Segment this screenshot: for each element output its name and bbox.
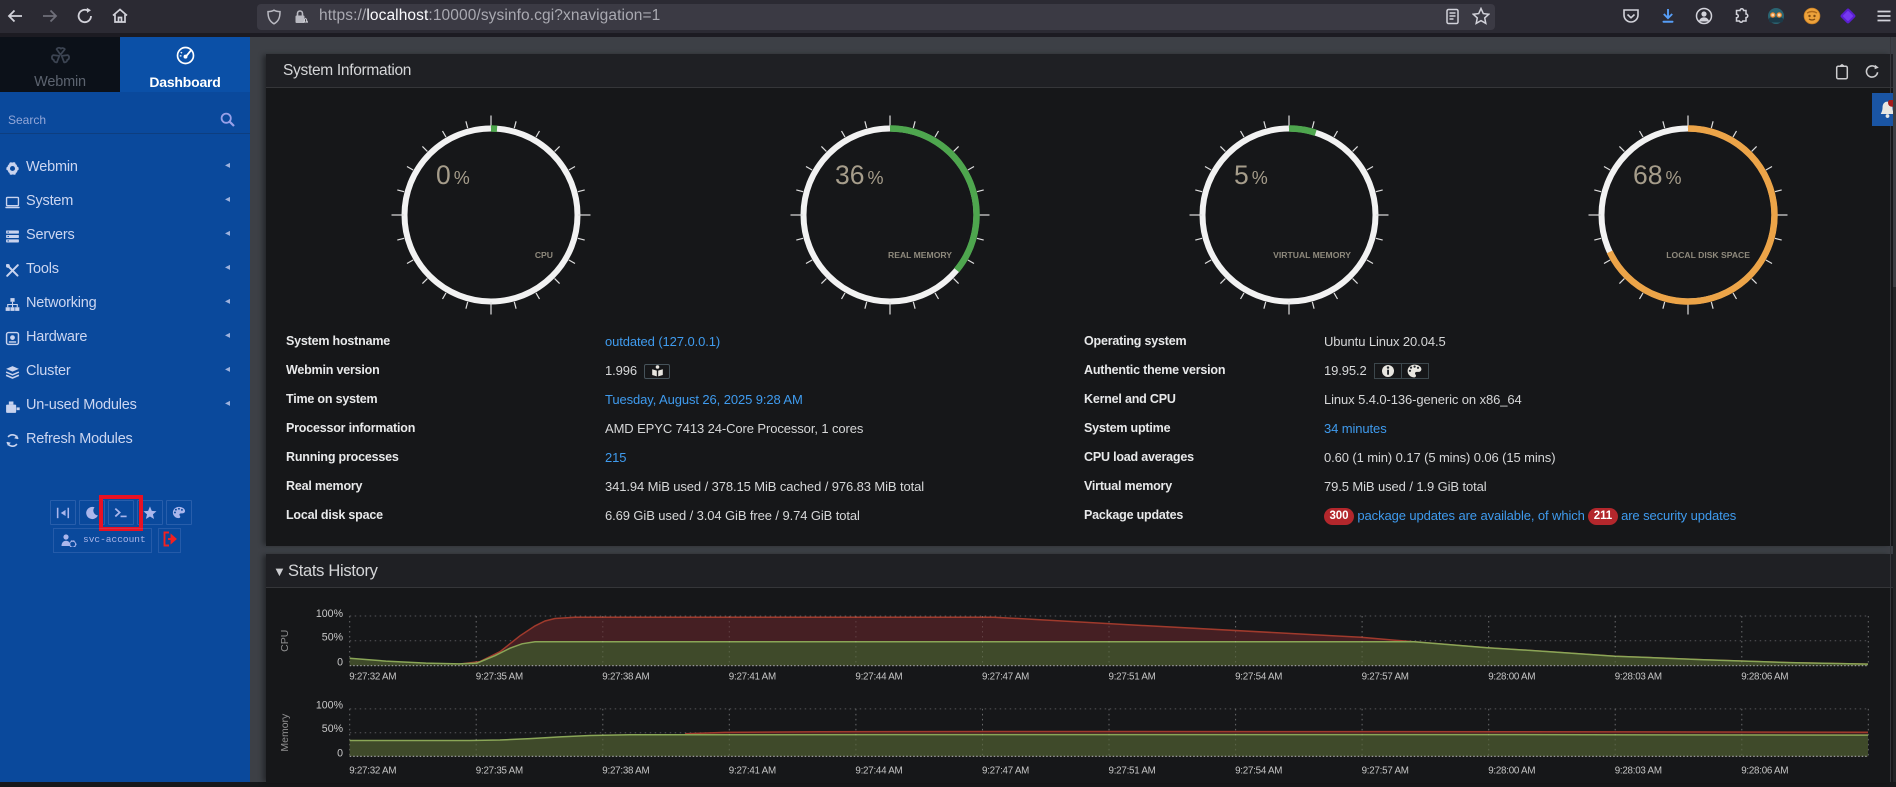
svg-text:9:28:00 AM: 9:28:00 AM [1488,672,1535,683]
svg-text:9:27:41 AM: 9:27:41 AM [729,766,776,777]
svg-text:50%: 50% [322,723,344,735]
svg-text:9:28:03 AM: 9:28:03 AM [1615,766,1662,777]
svg-text:9:27:54 AM: 9:27:54 AM [1235,766,1282,777]
svg-text:9:27:44 AM: 9:27:44 AM [855,766,902,777]
svg-text:100%: 100% [316,608,344,620]
svg-text:9:28:03 AM: 9:28:03 AM [1615,672,1662,683]
svg-text:CPU: CPU [535,250,553,260]
svg-text:CPU: CPU [279,630,291,652]
svg-text:Memory: Memory [279,713,291,752]
svg-text:9:27:32 AM: 9:27:32 AM [349,672,396,683]
svg-text:0: 0 [337,748,343,760]
svg-text:9:28:00 AM: 9:28:00 AM [1488,766,1535,777]
svg-text:100%: 100% [316,700,344,712]
svg-text:9:27:38 AM: 9:27:38 AM [602,766,649,777]
svg-text:9:27:47 AM: 9:27:47 AM [982,672,1029,683]
svg-text:9:27:57 AM: 9:27:57 AM [1362,766,1409,777]
svg-text:0: 0 [337,657,343,669]
svg-text:9:27:44 AM: 9:27:44 AM [855,672,902,683]
svg-text:9:27:51 AM: 9:27:51 AM [1109,672,1156,683]
svg-text:9:27:57 AM: 9:27:57 AM [1362,672,1409,683]
svg-text:5%: 5% [1234,160,1268,190]
svg-text:9:27:38 AM: 9:27:38 AM [602,672,649,683]
svg-text:9:27:32 AM: 9:27:32 AM [349,766,396,777]
svg-text:36%: 36% [835,160,884,190]
svg-text:REAL MEMORY: REAL MEMORY [888,250,952,260]
svg-text:9:28:06 AM: 9:28:06 AM [1741,766,1788,777]
svg-text:0%: 0% [436,160,470,190]
svg-text:9:28:06 AM: 9:28:06 AM [1741,672,1788,683]
svg-text:9:27:54 AM: 9:27:54 AM [1235,672,1282,683]
svg-text:9:27:41 AM: 9:27:41 AM [729,672,776,683]
svg-text:9:27:35 AM: 9:27:35 AM [476,672,523,683]
svg-text:9:27:47 AM: 9:27:47 AM [982,766,1029,777]
svg-text:9:27:51 AM: 9:27:51 AM [1109,766,1156,777]
svg-text:50%: 50% [322,632,344,644]
svg-text:68%: 68% [1633,160,1682,190]
svg-text:LOCAL DISK SPACE: LOCAL DISK SPACE [1666,250,1750,260]
svg-text:VIRTUAL MEMORY: VIRTUAL MEMORY [1273,250,1351,260]
svg-text:9:27:35 AM: 9:27:35 AM [476,766,523,777]
